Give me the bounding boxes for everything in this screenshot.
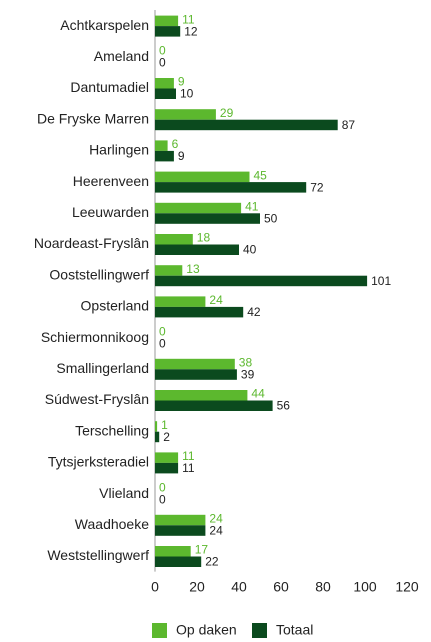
bar	[155, 462, 179, 474]
value-label: 45	[254, 168, 268, 182]
bar	[155, 213, 260, 224]
category-label: Opsterland	[81, 298, 149, 314]
value-label: 50	[264, 211, 278, 225]
value-label: 10	[180, 87, 194, 101]
x-tick-label: 60	[273, 579, 289, 595]
category-label: Waadhoeke	[75, 516, 149, 532]
category-label: Harlingen	[89, 142, 149, 158]
legend-swatch	[152, 623, 167, 638]
value-label: 41	[245, 199, 259, 213]
bar	[155, 296, 206, 307]
bar	[155, 546, 191, 557]
category-label: Ameland	[94, 48, 149, 64]
category-label: Heerenveen	[73, 173, 149, 189]
x-tick-label: 20	[189, 579, 205, 595]
bar	[155, 556, 202, 567]
category-label: Vlieland	[99, 485, 149, 501]
bar	[155, 265, 183, 276]
bar	[155, 514, 206, 526]
bar	[155, 369, 237, 380]
bar	[155, 431, 160, 443]
x-tick-label: 80	[315, 579, 331, 595]
bar	[155, 390, 248, 401]
bar	[155, 275, 368, 287]
bar	[155, 119, 338, 131]
bar	[155, 525, 206, 536]
value-label: 13	[186, 262, 200, 276]
x-tick-label: 0	[151, 579, 159, 595]
x-tick-label: 40	[231, 579, 247, 595]
value-label: 11	[182, 12, 195, 26]
bar	[155, 109, 216, 120]
bar	[155, 358, 235, 370]
value-label: 0	[159, 480, 166, 494]
value-label: 24	[209, 523, 223, 537]
category-label: Schiermonnikoog	[41, 329, 149, 345]
bar	[155, 88, 176, 99]
category-label: Achtkarspelen	[60, 17, 149, 33]
value-label: 44	[251, 387, 265, 401]
value-label: 9	[178, 75, 185, 89]
bar	[155, 171, 250, 183]
bar	[155, 15, 179, 27]
value-label: 0	[159, 43, 166, 57]
x-tick-label: 120	[395, 579, 419, 595]
value-label: 22	[205, 555, 219, 569]
value-label: 0	[159, 336, 166, 350]
value-label: 18	[197, 231, 211, 245]
value-label: 39	[241, 367, 255, 381]
bar	[155, 421, 158, 432]
legend-label: Totaal	[276, 622, 313, 638]
category-label: Noardeast-Fryslân	[34, 235, 149, 251]
value-label: 0	[159, 55, 166, 69]
value-label: 0	[159, 324, 166, 338]
value-label: 17	[195, 543, 209, 557]
bar	[155, 400, 273, 411]
bar	[155, 182, 307, 193]
bar	[155, 452, 179, 463]
value-label: 0	[159, 492, 166, 506]
value-label: 56	[277, 399, 291, 413]
value-label: 87	[342, 118, 356, 132]
legend-label: Op daken	[176, 622, 237, 638]
bar	[155, 244, 239, 255]
value-label: 72	[310, 180, 324, 194]
bar	[155, 202, 242, 214]
category-label: Weststellingwerf	[47, 547, 149, 563]
value-label: 42	[247, 305, 261, 319]
value-label: 38	[239, 355, 253, 369]
value-label: 11	[182, 449, 195, 463]
value-label: 24	[209, 293, 223, 307]
value-label: 24	[209, 511, 223, 525]
bar	[155, 140, 168, 151]
bar	[155, 26, 181, 37]
category-label: Tytsjerksteradiel	[48, 454, 149, 470]
value-label: 29	[220, 106, 234, 120]
value-label: 9	[178, 149, 185, 163]
category-label: Smallingerland	[56, 360, 149, 376]
category-label: Súdwest-Fryslân	[45, 391, 149, 407]
value-label: 12	[184, 24, 198, 38]
bar	[155, 306, 244, 318]
bar	[155, 150, 174, 162]
bar	[155, 234, 193, 245]
legend-swatch	[252, 623, 267, 638]
value-label: 40	[243, 243, 257, 257]
bar	[155, 78, 174, 89]
value-label: 1	[161, 418, 168, 432]
category-label: Terschelling	[75, 422, 149, 438]
value-label: 101	[371, 274, 391, 288]
value-label: 2	[163, 430, 170, 444]
value-label: 6	[172, 137, 179, 151]
x-tick-label: 100	[353, 579, 377, 595]
value-label: 11	[182, 461, 195, 475]
category-label: Leeuwarden	[72, 204, 149, 220]
category-label: Ooststellingwerf	[49, 266, 149, 282]
category-label: Dantumadiel	[70, 79, 149, 95]
category-label: De Fryske Marren	[37, 110, 149, 126]
